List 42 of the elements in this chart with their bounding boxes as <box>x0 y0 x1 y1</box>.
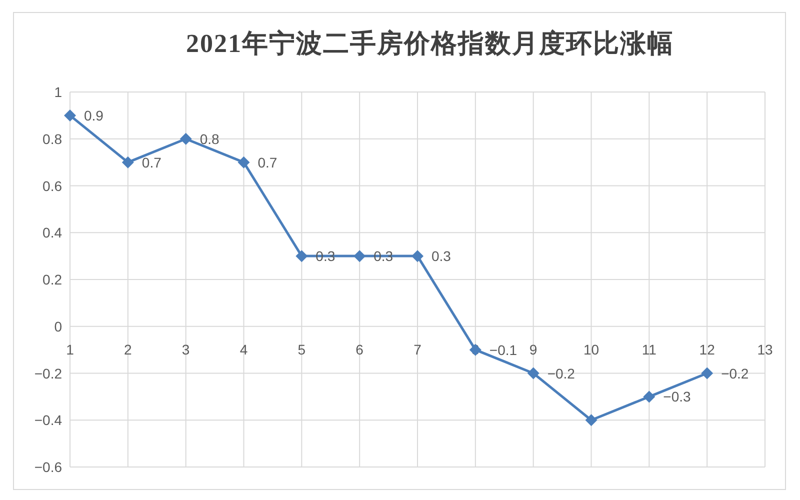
point <box>412 250 424 262</box>
y-tick-label: 0.2 <box>42 272 62 288</box>
data-label: 0.3 <box>432 248 452 264</box>
x-tick-label: 12 <box>699 341 716 358</box>
x-tick-label: 7 <box>414 341 422 358</box>
x-tick-label: 6 <box>356 341 364 358</box>
point <box>643 390 656 403</box>
y-tick-label: 0.4 <box>42 224 62 241</box>
point <box>296 250 308 262</box>
x-tick-label: 5 <box>298 341 306 358</box>
x-tick-label: 11 <box>642 341 657 358</box>
data-label: 0.7 <box>142 154 162 170</box>
y-tick-label: −0.6 <box>34 459 62 475</box>
point <box>354 250 366 262</box>
data-label: −0.2 <box>721 365 749 382</box>
y-tick-label: −0.4 <box>34 412 62 428</box>
point <box>180 132 192 145</box>
x-tick-label: 9 <box>529 341 538 358</box>
y-tick-label: 0 <box>54 318 62 334</box>
point <box>238 156 250 168</box>
data-label: −0.2 <box>547 365 576 382</box>
x-tick-label: 4 <box>240 341 248 358</box>
y-tick-label: 1 <box>54 84 62 100</box>
y-tick-label: 0.8 <box>42 130 62 147</box>
point <box>122 156 134 168</box>
x-tick-label: 13 <box>757 341 773 358</box>
point <box>527 367 540 380</box>
data-label: −0.1 <box>489 342 518 358</box>
x-tick-label: 2 <box>124 341 132 358</box>
x-tick-label: 10 <box>583 341 600 358</box>
y-tick-label: 0.6 <box>42 178 62 194</box>
x-tick-label: 1 <box>66 341 74 358</box>
data-label: −0.3 <box>663 388 692 405</box>
point <box>585 414 598 426</box>
point <box>64 109 76 122</box>
point <box>701 367 714 380</box>
data-label: 0.8 <box>200 130 220 147</box>
chart-title: 2021年宁波二手房价格指数月度环比涨幅 <box>186 29 674 58</box>
y-tick-label: −0.2 <box>34 365 62 382</box>
data-label: 0.9 <box>84 107 104 124</box>
x-tick-label: 3 <box>182 341 190 358</box>
data-label: 0.7 <box>258 154 278 170</box>
